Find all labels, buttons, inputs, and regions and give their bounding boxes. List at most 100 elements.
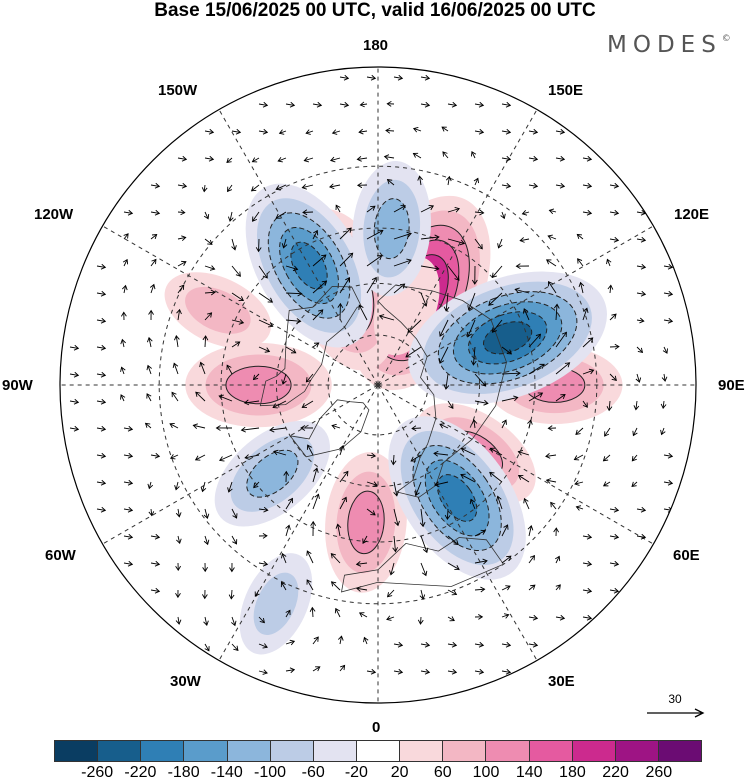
wind-vector-head: [422, 547, 429, 554]
wind-vector-head: [251, 157, 258, 163]
wind-vector: [515, 288, 530, 294]
wind-vector: [283, 238, 287, 248]
negative-anomaly: [214, 420, 330, 527]
wind-vector-head: [604, 431, 610, 437]
lon-label-0: 0: [372, 719, 381, 736]
wind-vector-head: [227, 216, 234, 222]
wind-vector-head: [606, 405, 613, 412]
wind-vector-head: [583, 307, 589, 313]
wind-vector: [661, 427, 665, 435]
wind-vector: [356, 587, 368, 591]
wind-vector-head: [347, 252, 354, 258]
wind-vector-head: [497, 243, 503, 249]
wind-vector-head: [434, 481, 440, 487]
wind-vector: [312, 666, 321, 672]
wind-vector-head: [501, 419, 507, 425]
wind-vector-head: [255, 247, 262, 253]
wind-vector: [474, 238, 483, 250]
wind-vector: [204, 508, 208, 519]
wind-vector: [528, 184, 538, 187]
wind-vector-head: [280, 581, 286, 588]
wind-vector-head: [262, 101, 269, 108]
wind-vector: [359, 130, 368, 133]
wind-vector-head: [313, 636, 319, 642]
coastline: [340, 537, 505, 593]
wind-vector-head: [146, 364, 152, 371]
wind-vector: [244, 400, 260, 404]
wind-vector: [177, 157, 187, 160]
modes-logo-text: MODES: [607, 32, 722, 58]
wind-vector-head: [100, 344, 107, 351]
wind-vector: [420, 205, 434, 213]
wind-vector: [636, 265, 646, 268]
wind-vector: [384, 156, 395, 159]
wind-vector-head: [335, 523, 342, 529]
wind-vector: [447, 616, 455, 622]
wind-vector-head: [313, 467, 319, 473]
wind-vector-head: [148, 511, 155, 517]
wind-vector: [582, 616, 592, 619]
wind-vector-head: [272, 403, 278, 409]
wind-vector: [439, 346, 449, 364]
wind-vector-head: [631, 481, 637, 487]
wind-vector: [442, 151, 449, 159]
wind-vector: [366, 277, 377, 294]
wind-vector: [285, 640, 295, 645]
wind-vector: [123, 211, 133, 214]
wind-vector: [522, 211, 530, 215]
wind-vector: [609, 373, 617, 381]
wind-vector: [501, 157, 511, 160]
wind-vector: [331, 581, 341, 591]
wind-vector-head: [315, 666, 321, 672]
wind-vector-head: [358, 128, 364, 135]
wind-vector: [204, 616, 208, 626]
wind-vector-head: [169, 423, 175, 429]
wind-vector-head: [611, 313, 617, 319]
wind-vector-head: [371, 276, 377, 283]
wind-vector-head: [289, 667, 296, 674]
wind-vector: [339, 445, 344, 456]
lon-label-120w: 120W: [34, 206, 74, 223]
wind-vector-head: [478, 128, 485, 135]
wind-vector: [331, 425, 341, 429]
wind-vector-head: [337, 302, 344, 309]
wind-vector: [636, 238, 646, 241]
wind-vector-head: [560, 394, 566, 400]
wind-vector-head: [289, 101, 296, 108]
wind-vector-head: [310, 520, 317, 527]
colorbar-tick-label: -100: [253, 764, 287, 781]
wind-vector-head: [285, 609, 291, 616]
wind-vector-head: [586, 614, 593, 621]
wind-vector-head: [532, 182, 539, 189]
negative-anomaly: [388, 416, 526, 580]
wind-vector-head: [151, 233, 158, 240]
wind-vector-head: [412, 152, 419, 158]
negative-anomaly-level: [483, 321, 532, 354]
wind-vector: [312, 468, 318, 483]
wind-vector: [420, 535, 428, 553]
wind-vector: [96, 400, 106, 403]
wind-vector-head: [611, 375, 617, 382]
wind-vector-head: [640, 236, 647, 243]
wind-vector: [447, 265, 460, 281]
colorbar-tick-label: -140: [210, 764, 243, 781]
wind-vector: [603, 454, 611, 462]
wind-vector: [204, 291, 216, 294]
wind-vector: [636, 292, 646, 295]
wind-vector-head: [181, 260, 187, 266]
wind-vector-head: [555, 584, 561, 590]
wind-vector-head: [667, 317, 674, 324]
wind-vector: [582, 308, 588, 321]
wind-vector-head: [545, 259, 552, 265]
wind-vector-head: [640, 263, 647, 270]
wind-vector: [231, 535, 237, 545]
wind-vector: [96, 373, 106, 376]
wind-vector: [177, 211, 185, 214]
wind-vector-head: [192, 423, 198, 430]
wind-vector: [474, 103, 484, 106]
wind-vector-head: [639, 317, 645, 324]
wind-vector: [366, 481, 378, 486]
wind-vector-head: [503, 613, 510, 619]
wind-vector-head: [174, 485, 180, 491]
colorbar-swatch: [98, 740, 142, 762]
